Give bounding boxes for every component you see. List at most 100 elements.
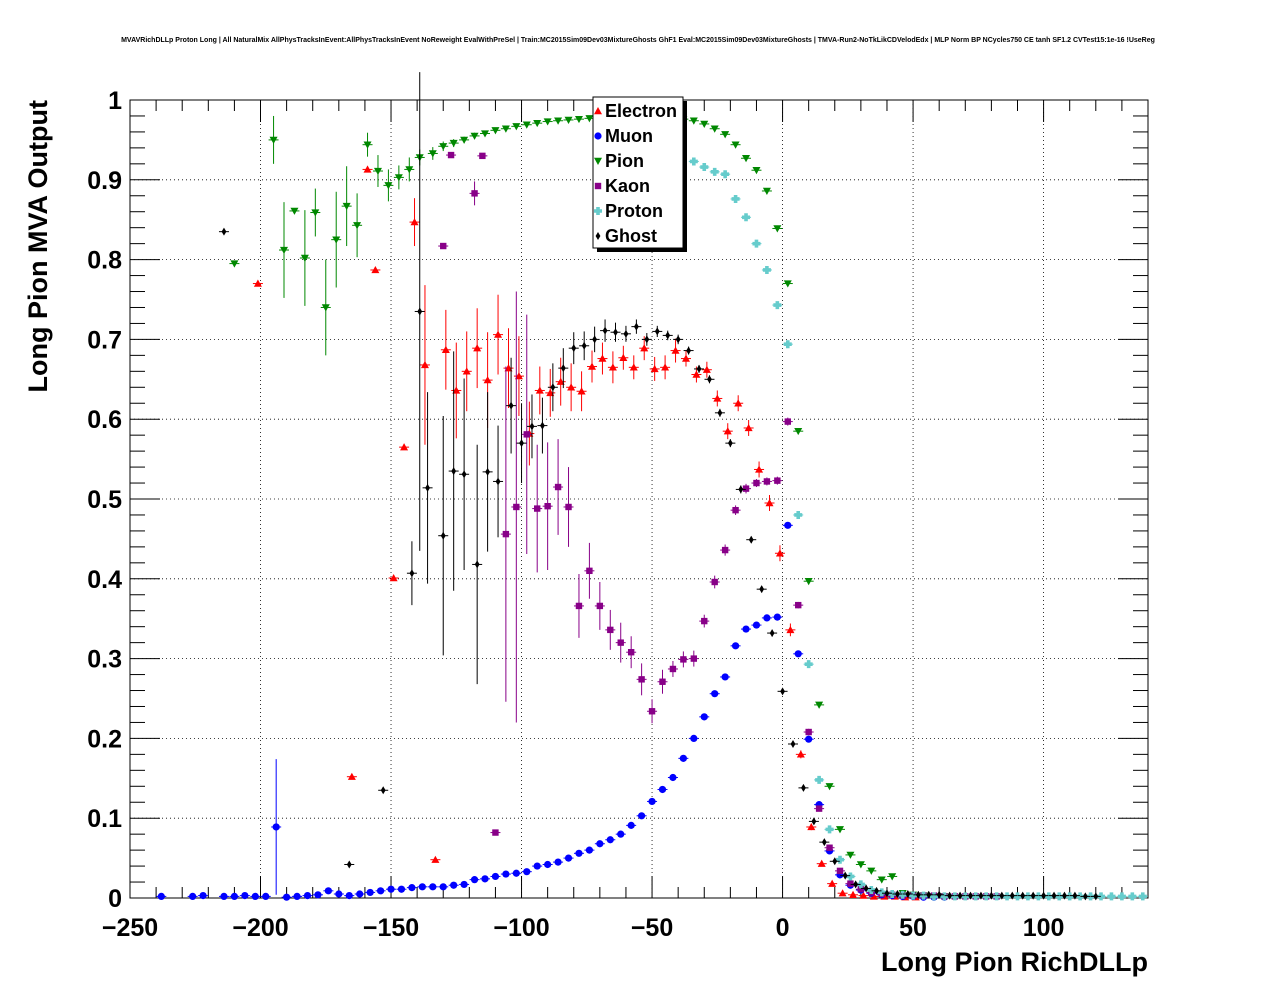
data-point	[523, 431, 530, 438]
data-point	[363, 165, 372, 173]
data-point	[763, 614, 771, 622]
data-point	[661, 363, 670, 371]
data-point	[492, 829, 499, 836]
data-point	[1065, 892, 1074, 901]
data-point	[189, 892, 197, 901]
data-point	[534, 505, 541, 512]
data-point	[721, 170, 730, 179]
data-point	[1093, 892, 1099, 901]
data-point	[501, 125, 510, 133]
data-point	[1138, 892, 1147, 901]
data-point	[1107, 892, 1116, 901]
data-point	[596, 602, 604, 610]
legend-marker	[594, 207, 602, 215]
data-point	[700, 120, 709, 128]
data-point	[884, 889, 890, 898]
data-point	[440, 242, 447, 250]
data-point	[606, 836, 614, 844]
data-point	[805, 735, 813, 743]
data-point	[713, 394, 722, 402]
data-point	[950, 892, 959, 901]
data-point	[856, 861, 865, 869]
data-point	[533, 119, 542, 128]
data-point	[863, 884, 869, 893]
y-tick-label: 0.5	[87, 486, 122, 514]
data-point	[680, 656, 687, 663]
data-point	[671, 346, 680, 354]
data-point	[508, 401, 514, 410]
data-point	[738, 485, 744, 494]
data-point	[731, 141, 740, 149]
data-point	[410, 218, 419, 226]
data-point	[888, 873, 897, 881]
y-tick-label: 0.3	[87, 646, 122, 674]
data-point	[936, 890, 942, 899]
data-point	[380, 786, 386, 795]
data-point	[253, 279, 262, 287]
y-tick-label: 0.9	[87, 167, 122, 195]
data-points	[156, 72, 1148, 901]
data-point	[689, 157, 698, 166]
data-point	[384, 182, 393, 190]
data-point	[926, 890, 932, 899]
data-point	[968, 891, 973, 900]
data-point	[895, 890, 900, 899]
data-point	[784, 521, 792, 529]
y-tick-label: 0.1	[87, 805, 122, 833]
data-point	[859, 891, 868, 899]
data-point	[721, 546, 729, 554]
data-point	[762, 265, 771, 274]
data-point	[418, 883, 426, 891]
x-axis: −250 −200 −150 −100 −50 0 50 100	[102, 100, 1149, 942]
data-point	[389, 574, 398, 582]
data-point	[550, 383, 556, 392]
data-point	[992, 892, 1001, 901]
legend-label: Proton	[605, 201, 663, 221]
data-point	[494, 330, 503, 338]
data-point	[796, 750, 805, 758]
data-point	[790, 739, 796, 748]
data-point	[825, 825, 834, 834]
data-point	[575, 602, 583, 610]
data-point	[794, 650, 802, 658]
x-tick-label: −50	[631, 914, 673, 942]
data-point	[619, 353, 628, 361]
data-point	[783, 280, 792, 288]
legend-marker	[594, 182, 602, 190]
data-point	[512, 869, 520, 877]
data-point	[898, 890, 907, 899]
data-point	[585, 846, 594, 854]
legend: Electron Muon Pion Kaon Proton Ghost	[592, 96, 687, 252]
data-point	[1009, 891, 1015, 900]
data-point	[363, 141, 372, 149]
data-point	[556, 377, 565, 385]
data-point	[775, 549, 784, 557]
data-point	[481, 875, 489, 883]
data-point	[753, 479, 760, 487]
data-point	[765, 498, 774, 507]
data-point	[915, 890, 921, 899]
data-point	[300, 254, 309, 263]
data-point	[846, 872, 855, 881]
data-point	[480, 130, 489, 138]
data-point	[721, 673, 729, 681]
data-point	[1020, 891, 1026, 900]
data-point	[874, 886, 879, 895]
data-point	[744, 423, 753, 432]
data-point	[817, 859, 826, 867]
data-point	[711, 578, 718, 586]
data-point	[495, 477, 501, 486]
data-point	[773, 613, 781, 621]
data-point	[290, 207, 299, 215]
x-tick-label: −250	[102, 914, 158, 942]
data-point	[846, 851, 855, 859]
legend-item-electron: Electron	[594, 101, 677, 121]
data-point	[669, 665, 677, 673]
legend-item-kaon: Kaon	[594, 176, 650, 196]
data-point	[554, 858, 562, 866]
data-point	[366, 888, 374, 897]
data-point	[763, 478, 771, 485]
data-point	[1051, 891, 1057, 900]
data-point	[571, 344, 577, 353]
data-point	[449, 139, 458, 148]
